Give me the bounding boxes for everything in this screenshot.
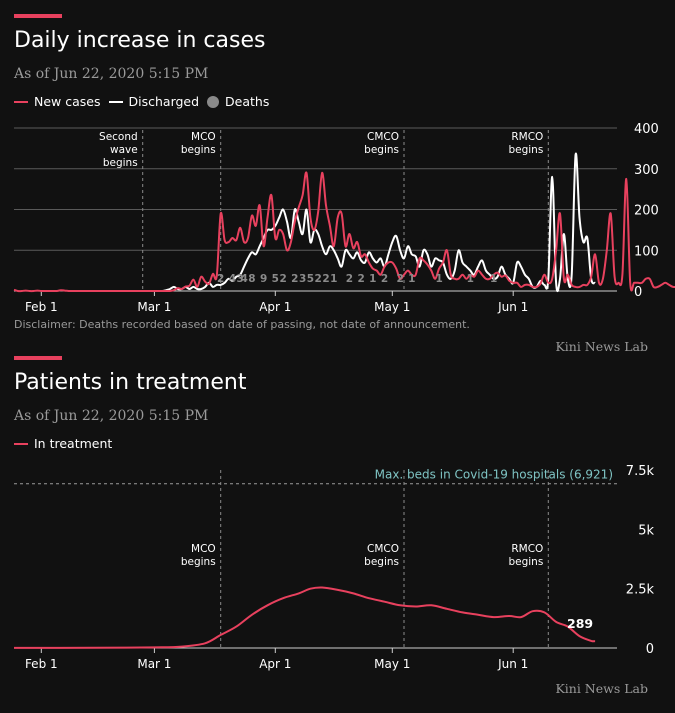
in-treatment-swatch [14, 442, 28, 445]
deaths-label: 1 [369, 273, 376, 285]
x-tick-label: Apr 1 [259, 657, 291, 671]
x-tick-label: Mar 1 [137, 657, 171, 671]
event-annotation-label: begins [181, 144, 216, 156]
event-annotation-label: begins [364, 556, 399, 568]
x-tick-label: May 1 [374, 300, 410, 314]
max-beds-label: Max. beds in Covid-19 hospitals (6,921) [375, 468, 613, 482]
x-tick-label: Jun 1 [497, 300, 528, 314]
legend-label-new-cases: New cases [34, 94, 101, 109]
deaths-label: 2 [315, 273, 322, 285]
deaths-label: 5 [272, 273, 279, 285]
deaths-label: 1 [467, 273, 474, 285]
event-annotation-label: begins [103, 157, 138, 169]
deaths-label: 1 [408, 273, 415, 285]
deaths-label: 4 [229, 273, 236, 285]
deaths-label: 1 [435, 273, 442, 285]
chart1-credit: Kini News Lab [555, 339, 648, 354]
event-annotation-label: begins [508, 556, 543, 568]
deaths-label: 3 [299, 273, 306, 285]
legend-label-in-treatment: In treatment [34, 436, 113, 451]
deaths-label: 5 [307, 273, 314, 285]
end-value-label: 289 [567, 616, 593, 631]
chart1-legend: New cases Discharged Deaths [14, 94, 277, 109]
new-cases-line [13, 171, 675, 293]
event-annotation-label: begins [364, 144, 399, 156]
event-annotation-label: wave [110, 144, 138, 156]
legend-item-new-cases: New cases [14, 94, 101, 109]
deaths-label: 8 [248, 273, 255, 285]
event-annotation-label: begins [508, 144, 543, 156]
chart2-accent-bar [14, 356, 62, 360]
event-annotation-label: begins [181, 556, 216, 568]
legend-item-deaths: Deaths [207, 94, 269, 109]
deaths-label: 2 [322, 273, 329, 285]
y-tick-label: 5k [638, 523, 654, 538]
chart2-credit: Kini News Lab [555, 681, 648, 696]
deaths-label: 4 [240, 273, 247, 285]
deaths-label: 2 [346, 273, 353, 285]
chart2-title: Patients in treatment [14, 370, 247, 395]
event-annotation-label: CMCO [367, 543, 399, 555]
y-tick-label: 100 [634, 244, 659, 259]
chart1-title: Daily increase in cases [14, 28, 266, 53]
y-tick-label: 7.5k [626, 464, 655, 479]
legend-label-deaths: Deaths [225, 94, 270, 109]
x-tick-label: Feb 1 [25, 657, 58, 671]
patients-in-treatment-chart: 0 2.5k 5k 7.5k Feb 1 Mar 1 Apr 1 May 1 Jun 1 Max.… [13, 464, 655, 671]
chart1-disclaimer: Disclaimer: Deaths recorded based on dat… [14, 318, 470, 331]
deaths-label: 2 [291, 273, 298, 285]
legend-item-discharged: Discharged [108, 94, 200, 109]
in-treatment-line [13, 586, 596, 649]
event-annotation-label: MCO [191, 131, 216, 143]
chart2-legend: In treatment [14, 436, 120, 451]
discharged-line [154, 152, 597, 293]
event-annotation-label: Second [99, 131, 138, 143]
event-annotation-label: RMCO [511, 543, 543, 555]
y-tick-label: 0 [646, 642, 654, 657]
legend-item-in-treatment: In treatment [14, 436, 112, 451]
daily-cases-chart: 0 100 200 300 400 Feb 1 Mar 1 Apr 1 May 1 Jun 1 Se… [13, 122, 675, 314]
legend-label-discharged: Discharged [128, 94, 200, 109]
deaths-label: 2 [357, 273, 364, 285]
deaths-label: 1 [330, 273, 337, 285]
y-tick-label: 2.5k [626, 583, 655, 598]
deaths-label: 2 [381, 273, 388, 285]
deaths-label: 9 [260, 273, 267, 285]
x-tick-label: May 1 [374, 657, 410, 671]
event-annotation-label: CMCO [367, 131, 399, 143]
new-cases-swatch [14, 100, 28, 103]
x-tick-label: Jun 1 [497, 657, 528, 671]
x-tick-label: Feb 1 [25, 300, 58, 314]
chart1-accent-bar [14, 14, 62, 18]
chart1-subtitle: As of Jun 22, 2020 5:15 PM [14, 66, 209, 82]
deaths-label: 3 [237, 273, 244, 285]
discharged-swatch [108, 100, 123, 103]
x-tick-label: Apr 1 [259, 300, 291, 314]
y-tick-label: 0 [634, 285, 642, 300]
deaths-label: 2 [217, 273, 224, 285]
event-annotation-label: MCO [191, 543, 216, 555]
y-tick-label: 200 [634, 204, 659, 219]
deaths-swatch [207, 95, 220, 108]
deaths-label: 2 [279, 273, 286, 285]
y-tick-label: 400 [634, 122, 659, 137]
x-tick-label: Mar 1 [137, 300, 171, 314]
chart2-subtitle: As of Jun 22, 2020 5:15 PM [14, 408, 209, 424]
event-annotation-label: RMCO [511, 131, 543, 143]
deaths-label: 1 [490, 273, 497, 285]
y-tick-label: 300 [634, 163, 659, 178]
deaths-label: 2 [396, 273, 403, 285]
